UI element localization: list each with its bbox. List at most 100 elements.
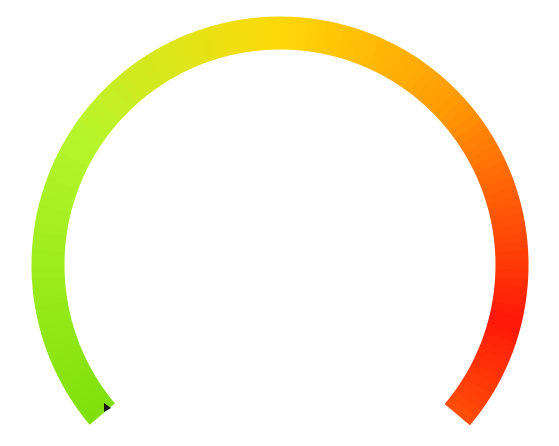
gauge-arc-segment: [366, 49, 375, 53]
gauge-arc-segment: [236, 36, 245, 38]
gauge-arc-segment: [463, 400, 469, 408]
gauge-arc-segment: [482, 151, 486, 159]
gauge-arc-segment: [298, 34, 307, 35]
gauge-arc-segment: [254, 34, 263, 35]
gauge-arc-segment: [127, 84, 134, 90]
gauge-arc-segment: [382, 56, 390, 60]
gauge-arc-segment: [426, 85, 433, 91]
gauge-arc-segment: [490, 167, 494, 176]
gauge-arc-segment: [74, 151, 79, 159]
gauge-arc-segment: [50, 225, 51, 234]
gauge-arc-segment: [503, 200, 505, 209]
gauge-arc-segment: [494, 346, 498, 355]
gauge-arc-segment: [53, 312, 55, 321]
gauge-arc-segment: [349, 44, 358, 47]
gauge-arc-segment: [510, 287, 511, 296]
gauge-arc-segment: [419, 79, 426, 85]
gauge-arc-segment: [497, 338, 500, 347]
gauge-arc-segment: [121, 90, 128, 96]
gauge-arc-segment: [341, 41, 350, 44]
gauge-arc-segment: [57, 329, 60, 338]
gauge-arc-segment: [178, 53, 187, 57]
gauge-arc-segment: [324, 37, 333, 39]
gauge-arc-segment: [490, 354, 494, 363]
gauge-arc-segment: [500, 330, 503, 339]
gauge-arc-segment: [262, 33, 271, 34]
gauge-arc-segment: [211, 41, 220, 44]
gauge-arc-segment: [170, 56, 178, 60]
gauge-arc-segment: [457, 115, 463, 122]
gauge-arc-segment: [219, 39, 228, 41]
gauge-arc-segment: [510, 234, 511, 243]
gauge-arc-segment: [62, 346, 65, 355]
gauge-arc: [48, 33, 512, 415]
gauge-arc-segment: [194, 46, 203, 49]
gauge-arc-segment: [473, 136, 478, 144]
gauge-arc-segment: [478, 378, 483, 386]
gauge-arc-segment: [66, 166, 70, 175]
gauge-arc-segment: [468, 393, 473, 401]
gauge-arc-segment: [51, 216, 53, 225]
gauge-arc-segment: [452, 109, 458, 116]
gauge-arc-segment: [374, 53, 383, 57]
gauge-arc-segment: [82, 136, 87, 144]
gauge-arc-segment: [87, 129, 92, 137]
gauge-arc-segment: [55, 320, 57, 329]
gauge-arc-segment: [115, 96, 122, 103]
gauge-arc-segment: [486, 362, 490, 371]
gauge-arc-segment: [511, 243, 512, 252]
gauge-arc-segment: [70, 158, 74, 167]
gauge-arc-segment: [457, 407, 463, 414]
gauge-arc-segment: [78, 143, 83, 151]
gauge-arc-segment: [134, 79, 141, 85]
gauge-arc-segment: [77, 377, 82, 385]
gauge-arc-segment: [73, 370, 77, 378]
gauge-arc-segment: [92, 122, 98, 130]
gauge-arc-segment: [69, 362, 73, 371]
gauge-arc-segment: [48, 277, 49, 286]
gauge-arc-segment: [433, 90, 440, 96]
gauge-arc-segment: [306, 34, 315, 35]
gauge-arc-segment: [509, 225, 510, 234]
gauge-arc-segment: [63, 174, 67, 183]
gauge-arc-segment: [60, 182, 63, 191]
gauge-arc-segment: [397, 65, 405, 70]
gauge-arc-segment: [509, 295, 510, 304]
gauge-arc-segment: [86, 392, 91, 400]
gauge-arc-segment: [497, 183, 500, 192]
gauge-arc-segment: [494, 175, 498, 184]
gauge-arc-segment: [511, 278, 512, 287]
gauge-arc-segment: [357, 46, 366, 49]
gauge-arc-segment: [48, 242, 49, 251]
gauge-arc-segment: [478, 144, 483, 152]
gauge-arc-segment: [486, 159, 490, 168]
gauge-arc-segment: [500, 191, 503, 200]
gauge-arc-segment: [412, 74, 420, 80]
gauge-arc-segment: [97, 115, 103, 122]
gauge-arc-segment: [468, 129, 473, 137]
gauge-arc-segment: [203, 43, 212, 46]
gauge-arc-segment: [60, 337, 63, 346]
gauge-arc-segment: [315, 36, 324, 38]
gauge-arc-segment: [405, 69, 413, 74]
gauge-arc-segment: [109, 102, 116, 109]
gauge-arc-segment: [81, 385, 86, 393]
gauge-arc-segment: [141, 74, 149, 80]
gauge-arc-segment: [103, 108, 109, 115]
gauge-arc-segment: [473, 386, 478, 394]
gauge-arc-segment: [390, 60, 398, 65]
gauge-arc-segment: [51, 303, 53, 312]
gauge-arc-segment: [49, 286, 50, 295]
gauge-arc-segment: [57, 191, 60, 200]
gauge-arc-segment: [91, 400, 97, 408]
gauge-arc-segment: [163, 60, 171, 65]
gauge-arc-segment: [507, 304, 509, 313]
gauge-arc-segment: [439, 96, 446, 103]
gauge-arc-segment: [96, 407, 102, 414]
gauge-arc-segment: [507, 217, 509, 226]
gauge-arc-segment: [228, 37, 237, 39]
gauge-arc-segment: [50, 295, 51, 304]
gauge-arc-segment: [245, 34, 254, 35]
gauge-arc-segment: [505, 313, 507, 322]
